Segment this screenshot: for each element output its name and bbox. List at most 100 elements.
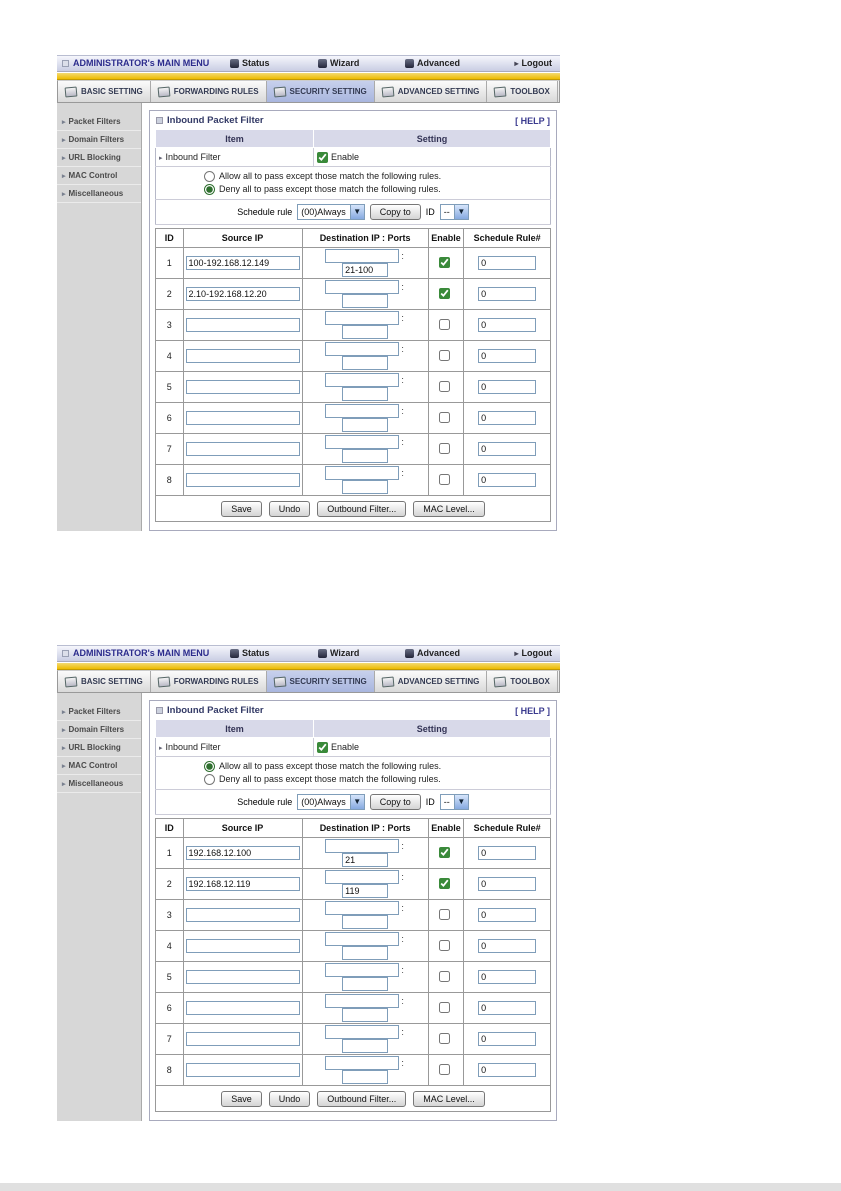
menu-item-status[interactable]: Status: [230, 648, 270, 658]
schedule-rule-number-input[interactable]: [478, 411, 537, 425]
undo-button[interactable]: Undo: [268, 1090, 311, 1107]
schedule-rule-number-input[interactable]: [478, 939, 537, 953]
rule-enable-checkbox[interactable]: [438, 318, 450, 330]
tab-advanced-setting[interactable]: ADVANCED SETTING: [374, 81, 488, 102]
sidebar-item-domain-filters[interactable]: ▸ Domain Filters: [57, 131, 141, 149]
menu-item-logout[interactable]: ▸ Logout: [514, 648, 552, 658]
schedule-rule-number-input[interactable]: [478, 1001, 537, 1015]
schedule-rule-number-input[interactable]: [478, 1032, 537, 1046]
mac-level-button[interactable]: MAC Level...: [413, 1090, 485, 1107]
tab-toolbox[interactable]: TOOLBOX: [487, 81, 558, 102]
menu-item-advanced[interactable]: Advanced: [405, 58, 460, 68]
sidebar-item-url-blocking[interactable]: ▸ URL Blocking: [57, 739, 141, 757]
sidebar-item-packet-filters[interactable]: ▸ Packet Filters: [57, 703, 141, 721]
tab-security-setting[interactable]: SECURITY SETTING: [266, 81, 375, 102]
schedule-rule-number-input[interactable]: [478, 908, 537, 922]
source-ip-input[interactable]: [185, 1001, 300, 1015]
destination-ip-input[interactable]: [325, 280, 400, 294]
destination-ip-input[interactable]: [325, 870, 400, 884]
schedule-rule-number-input[interactable]: [478, 287, 537, 301]
source-ip-input[interactable]: [185, 473, 300, 487]
sidebar-item-packet-filters[interactable]: ▸ Packet Filters: [57, 113, 141, 131]
destination-ports-input[interactable]: [342, 915, 389, 929]
rule-enable-checkbox[interactable]: [438, 877, 450, 889]
help-link[interactable]: [ HELP ]: [515, 115, 550, 126]
sidebar-item-mac-control[interactable]: ▸ MAC Control: [57, 167, 141, 185]
destination-ip-input[interactable]: [325, 435, 400, 449]
rule-enable-checkbox[interactable]: [438, 473, 450, 485]
copy-to-id-select[interactable]: -- ▼: [439, 204, 469, 220]
destination-ports-input[interactable]: [342, 387, 389, 401]
destination-ports-input[interactable]: [342, 418, 389, 432]
allow-policy-radio[interactable]: [204, 761, 215, 772]
schedule-rule-number-input[interactable]: [478, 380, 537, 394]
schedule-rule-number-input[interactable]: [478, 846, 537, 860]
source-ip-input[interactable]: [185, 256, 300, 270]
destination-ip-input[interactable]: [325, 994, 400, 1008]
tab-basic-setting[interactable]: BASIC SETTING: [58, 81, 151, 102]
destination-ports-input[interactable]: [342, 325, 389, 339]
rule-enable-checkbox[interactable]: [438, 908, 450, 920]
destination-ip-input[interactable]: [325, 839, 400, 853]
destination-ports-input[interactable]: [342, 884, 389, 898]
schedule-rule-number-input[interactable]: [478, 442, 537, 456]
sidebar-item-mac-control[interactable]: ▸ MAC Control: [57, 757, 141, 775]
inbound-filter-enable-checkbox[interactable]: [317, 151, 328, 163]
sidebar-item-domain-filters[interactable]: ▸ Domain Filters: [57, 721, 141, 739]
menu-item-wizard[interactable]: Wizard: [318, 58, 359, 68]
destination-ip-input[interactable]: [325, 342, 400, 356]
tab-basic-setting[interactable]: BASIC SETTING: [58, 671, 151, 692]
schedule-rule-select[interactable]: (00)Always ▼: [297, 204, 365, 220]
rule-enable-checkbox[interactable]: [438, 1063, 450, 1075]
destination-ports-input[interactable]: [342, 1039, 389, 1053]
destination-ports-input[interactable]: [342, 853, 389, 867]
outbound-filter-button[interactable]: Outbound Filter...: [317, 1090, 407, 1107]
destination-ports-input[interactable]: [342, 480, 389, 494]
source-ip-input[interactable]: [185, 939, 300, 953]
sidebar-item-url-blocking[interactable]: ▸ URL Blocking: [57, 149, 141, 167]
menu-item-logout[interactable]: ▸ Logout: [514, 58, 552, 68]
rule-enable-checkbox[interactable]: [438, 1032, 450, 1044]
source-ip-input[interactable]: [185, 846, 300, 860]
source-ip-input[interactable]: [185, 287, 300, 301]
menu-item-status[interactable]: Status: [230, 58, 270, 68]
schedule-rule-number-input[interactable]: [478, 473, 537, 487]
destination-ports-input[interactable]: [342, 263, 389, 277]
destination-ports-input[interactable]: [342, 1070, 389, 1084]
allow-policy-radio[interactable]: [204, 171, 215, 182]
save-button[interactable]: Save: [221, 1090, 262, 1107]
source-ip-input[interactable]: [185, 411, 300, 425]
rule-enable-checkbox[interactable]: [438, 970, 450, 982]
help-link[interactable]: [ HELP ]: [515, 705, 550, 716]
sidebar-item-miscellaneous[interactable]: ▸ Miscellaneous: [57, 775, 141, 793]
menu-item-advanced[interactable]: Advanced: [405, 648, 460, 658]
menu-item-wizard[interactable]: Wizard: [318, 648, 359, 658]
copy-to-id-select[interactable]: -- ▼: [439, 794, 469, 810]
save-button[interactable]: Save: [221, 500, 262, 517]
destination-ip-input[interactable]: [325, 466, 400, 480]
destination-ip-input[interactable]: [325, 901, 400, 915]
source-ip-input[interactable]: [185, 1032, 300, 1046]
rule-enable-checkbox[interactable]: [438, 349, 450, 361]
source-ip-input[interactable]: [185, 349, 300, 363]
destination-ip-input[interactable]: [325, 932, 400, 946]
rule-enable-checkbox[interactable]: [438, 442, 450, 454]
rule-enable-checkbox[interactable]: [438, 380, 450, 392]
outbound-filter-button[interactable]: Outbound Filter...: [317, 500, 407, 517]
rule-enable-checkbox[interactable]: [438, 939, 450, 951]
tab-advanced-setting[interactable]: ADVANCED SETTING: [374, 671, 488, 692]
destination-ip-input[interactable]: [325, 963, 400, 977]
destination-ip-input[interactable]: [325, 373, 400, 387]
schedule-rule-number-input[interactable]: [478, 349, 537, 363]
destination-ports-input[interactable]: [342, 294, 389, 308]
tab-toolbox[interactable]: TOOLBOX: [487, 671, 558, 692]
source-ip-input[interactable]: [185, 908, 300, 922]
copy-to-button[interactable]: Copy to: [369, 794, 421, 810]
destination-ip-input[interactable]: [325, 249, 400, 263]
destination-ip-input[interactable]: [325, 311, 400, 325]
destination-ports-input[interactable]: [342, 449, 389, 463]
rule-enable-checkbox[interactable]: [438, 846, 450, 858]
tab-forwarding-rules[interactable]: FORWARDING RULES: [150, 671, 267, 692]
tab-security-setting[interactable]: SECURITY SETTING: [266, 671, 375, 692]
source-ip-input[interactable]: [185, 318, 300, 332]
